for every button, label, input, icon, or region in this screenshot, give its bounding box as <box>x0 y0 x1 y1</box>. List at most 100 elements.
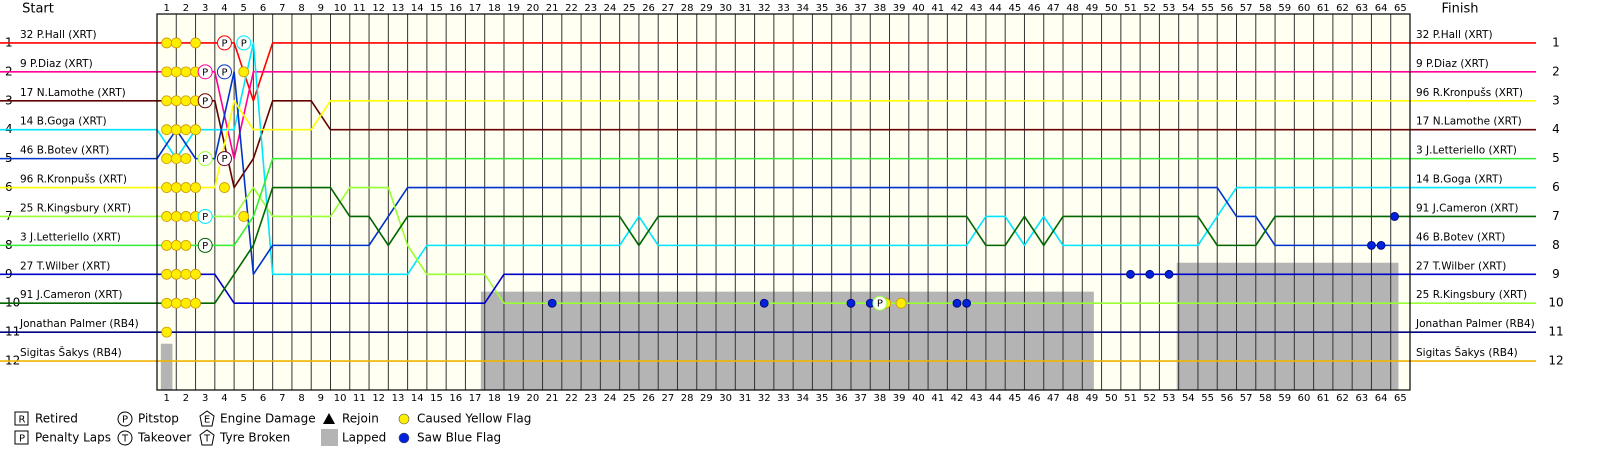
driver-label-finish: 9 P.Diaz (XRT) <box>1416 58 1489 70</box>
lap-label-top: 20 <box>527 3 540 14</box>
lap-label-top: 49 <box>1086 3 1099 14</box>
lap-label-bottom: 45 <box>1008 393 1021 404</box>
lap-label-bottom: 24 <box>604 393 617 404</box>
lap-label-bottom: 37 <box>854 393 867 404</box>
yellow-flag <box>180 124 192 136</box>
yellow-flag <box>161 37 173 49</box>
lap-label-bottom: 25 <box>623 393 636 404</box>
position-label-right: 9 <box>1552 267 1560 281</box>
position-label-right: 8 <box>1552 238 1560 252</box>
position-line <box>156 71 1410 276</box>
position-label-right: 10 <box>1548 296 1563 310</box>
driver-label-finish: Jonathan Palmer (RB4) <box>1415 318 1535 330</box>
lap-label-bottom: 26 <box>642 393 655 404</box>
yellow-flag <box>180 153 192 165</box>
lap-label-top: 64 <box>1375 3 1388 14</box>
pitstop-symbol: P <box>221 67 227 78</box>
yellow-flag <box>170 182 182 193</box>
lap-label-bottom: 63 <box>1355 393 1368 404</box>
lap-label-bottom: 49 <box>1086 393 1099 404</box>
lap-label-bottom: 50 <box>1105 393 1118 404</box>
blue-flag <box>1126 269 1135 279</box>
legend-label: Saw Blue Flag <box>417 431 501 445</box>
yellow-flag <box>180 66 192 78</box>
lap-label-top: 56 <box>1221 3 1234 14</box>
pitstop-symbol: P <box>202 241 208 252</box>
pitstop-marker <box>236 35 252 51</box>
yellow-flag <box>161 66 173 78</box>
driver-label-finish: 17 N.Lamothe (XRT) <box>1416 116 1522 128</box>
driver-label-finish: 46 B.Botev (XRT) <box>1416 231 1505 243</box>
legend-symbol: P <box>122 415 128 426</box>
lap-label-bottom: 5 <box>241 393 247 404</box>
lap-label-bottom: 52 <box>1143 393 1156 404</box>
yellow-flag <box>161 326 173 338</box>
lap-label-top: 46 <box>1028 3 1041 14</box>
legend-label: Lapped <box>342 431 386 445</box>
pitstop-marker <box>197 208 213 224</box>
lap-label-top: 37 <box>854 3 867 14</box>
lap-label-top: 22 <box>565 3 578 14</box>
yellow-flag <box>180 182 192 193</box>
lap-label-top: 62 <box>1336 3 1349 14</box>
lap-label-bottom: 48 <box>1066 393 1079 404</box>
lap-label-top: 23 <box>584 3 597 14</box>
lap-label-bottom: 34 <box>796 393 809 404</box>
driver-label-finish: 3 J.Letteriello (XRT) <box>1416 145 1517 157</box>
lap-label-top: 15 <box>430 3 443 14</box>
legend-icon <box>117 411 133 427</box>
lap-label-top: 30 <box>719 3 732 14</box>
lap-label-top: 28 <box>681 3 694 14</box>
driver-label-start: 17 N.Lamothe (XRT) <box>20 87 126 99</box>
position-line <box>157 186 1410 305</box>
lap-label-bottom: 51 <box>1124 393 1137 404</box>
driver-label-start: 27 T.Wilber (XRT) <box>20 260 110 272</box>
lap-label-bottom: 10 <box>334 393 347 404</box>
yellow-flag <box>161 297 173 309</box>
lap-label-bottom: 42 <box>951 393 964 404</box>
yellow-flag <box>190 268 201 280</box>
lap-label-top: 63 <box>1355 3 1368 14</box>
legend-icon <box>199 410 215 427</box>
yellow-flag <box>161 153 173 165</box>
pitstop-symbol: P <box>877 299 883 310</box>
driver-label-start: 96 R.Kronpušs (XRT) <box>20 174 127 186</box>
finish-label: Finish <box>1441 2 1478 17</box>
yellow-flag <box>219 182 230 193</box>
lap-label-bottom: 9 <box>318 393 324 404</box>
driver-label-finish: Sigitas Šakys (RB4) <box>1416 346 1518 359</box>
lap-label-top: 58 <box>1259 3 1272 14</box>
pitstop-symbol: P <box>202 96 208 107</box>
lap-label-bottom: 21 <box>546 393 559 404</box>
position-label-right: 3 <box>1552 93 1560 107</box>
yellow-flag <box>170 153 182 165</box>
lap-label-bottom: 22 <box>565 393 578 404</box>
position-label-right: 7 <box>1552 209 1560 223</box>
yellow-flag <box>180 211 192 222</box>
legend-icon <box>14 430 29 445</box>
lapped-region <box>480 291 1094 390</box>
lap-label-top: 52 <box>1143 3 1156 14</box>
driver-label-start: 14 B.Goga (XRT) <box>20 116 107 128</box>
position-line <box>157 99 1410 189</box>
lap-label-top: 31 <box>739 3 752 14</box>
pitstop-marker <box>216 151 232 167</box>
lap-label-bottom: 44 <box>989 393 1002 404</box>
legend-symbol: R <box>19 415 26 426</box>
lap-label-top: 29 <box>700 3 713 14</box>
lap-label-top: 53 <box>1163 3 1176 14</box>
lap-label-top: 3 <box>202 3 208 14</box>
pitstop-symbol: P <box>221 154 227 165</box>
driver-label-start: 32 P.Hall (XRT) <box>20 29 97 41</box>
legend-label: Tyre Broken <box>219 431 290 445</box>
position-line <box>157 186 1410 305</box>
yellow-flag <box>161 268 173 280</box>
lap-label-bottom: 12 <box>372 393 385 404</box>
lap-label-bottom: 16 <box>449 393 462 404</box>
legend-label: Takeover <box>137 431 191 445</box>
lap-label-bottom: 61 <box>1317 393 1330 404</box>
driver-label-start: 9 P.Diaz (XRT) <box>20 58 93 70</box>
blue-flag <box>759 298 769 308</box>
position-line <box>157 157 1410 247</box>
position-label-right: 1 <box>1552 35 1560 49</box>
